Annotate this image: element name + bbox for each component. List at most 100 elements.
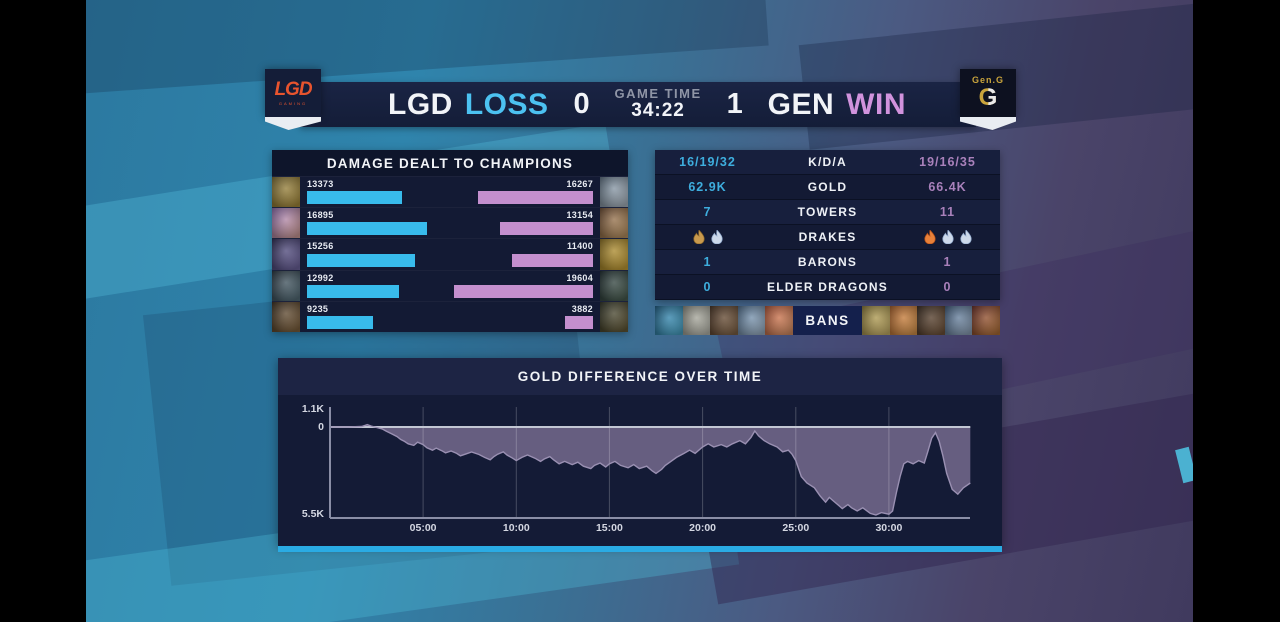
stat-row: 7 TOWERS 11	[655, 200, 1000, 225]
banned-champion-portrait	[944, 306, 973, 335]
damage-row: 13373 16267	[272, 176, 628, 208]
right-team: GEN WIN	[768, 88, 906, 122]
banned-champion-portrait	[972, 306, 1000, 335]
champion-portrait	[600, 177, 628, 208]
damage-panel: DAMAGE DEALT TO CHAMPIONS 13373 16267 1689…	[272, 150, 628, 333]
damage-bar	[307, 191, 402, 205]
stat-right-value: 66.4K	[928, 180, 967, 194]
damage-bar	[512, 253, 593, 267]
stat-right-value: 0	[943, 280, 952, 294]
champion-portrait	[600, 208, 628, 239]
stat-row: 16/19/32 K/D/A 19/16/35	[655, 150, 1000, 175]
damage-row: 9235 3882	[272, 300, 628, 333]
damage-panel-title: DAMAGE DEALT TO CHAMPIONS	[272, 150, 628, 176]
stat-left-value	[655, 230, 760, 244]
damage-value: 19604	[566, 272, 593, 283]
stat-row: 1 BARONS 1	[655, 250, 1000, 275]
stat-label: BARONS	[797, 255, 858, 269]
damage-value: 13154	[566, 210, 593, 221]
champion-portrait	[272, 270, 300, 302]
mountain-drake-icon	[692, 230, 705, 244]
damage-bar	[453, 284, 593, 298]
banned-champion-portrait	[682, 306, 711, 335]
banned-champion-portrait	[917, 306, 945, 335]
progress-bar	[278, 546, 1002, 552]
damage-value: 3882	[571, 303, 593, 314]
champion-portrait	[600, 270, 628, 302]
geng-logo-text: Gen.G	[971, 75, 1004, 85]
damage-value: 16267	[566, 179, 593, 189]
gold-chart: 05:00 10:00 15:00 20:00 25:00 30:00 1.1K 0 5.5K	[278, 395, 1002, 546]
gold-difference-panel: GOLD DIFFERENCE OVER TIME 05:00 10:00 15:0…	[278, 358, 1002, 546]
damage-value: 13373	[307, 179, 334, 189]
damage-row: 15256 11400	[272, 238, 628, 270]
damage-value: 16895	[307, 210, 334, 221]
damage-bar	[307, 316, 373, 330]
stat-label: TOWERS	[797, 205, 858, 219]
gold-chart-svg: 05:00 10:00 15:00 20:00 25:00 30:00 1.1K 0 5.5K	[302, 403, 971, 534]
svg-text:20:00: 20:00	[689, 522, 716, 534]
banned-champion-portrait	[765, 306, 793, 335]
game-time: GAME TIME 34:22	[615, 86, 702, 122]
svg-text:05:00: 05:00	[410, 522, 437, 534]
champion-portrait	[272, 301, 300, 333]
banned-champion-portrait	[737, 306, 766, 335]
damage-bar	[307, 253, 416, 267]
cloud-drake-icon	[941, 230, 954, 244]
left-team-score: 0	[573, 88, 590, 120]
damage-bar	[499, 222, 593, 236]
stat-row: DRAKES	[655, 225, 1000, 250]
cloud-drake-icon	[959, 230, 972, 244]
bans-right-group	[861, 306, 1000, 335]
game-time-value: 34:22	[631, 100, 685, 122]
svg-text:25:00: 25:00	[782, 522, 809, 534]
damage-value: 11400	[566, 241, 593, 252]
damage-rows: 13373 16267 16895 13154 15256 11400 12992 19604…	[272, 176, 628, 333]
champion-portrait	[272, 177, 300, 208]
banned-champion-portrait	[655, 306, 683, 335]
gold-diff-area	[330, 424, 971, 515]
stat-left-value: 0	[703, 280, 712, 294]
gold-diff-line	[330, 423, 971, 516]
lgd-team-logo: LGD GAMING	[265, 69, 321, 117]
stat-left-value: 1	[703, 255, 712, 269]
left-team-name: LGD	[388, 87, 453, 121]
stat-right-value: 19/16/35	[919, 155, 976, 169]
damage-row: 12992 19604	[272, 269, 628, 302]
champion-portrait	[600, 239, 628, 270]
stat-label: GOLD	[807, 180, 848, 194]
banned-champion-portrait	[889, 306, 918, 335]
damage-bar	[307, 222, 427, 236]
damage-value: 12992	[307, 272, 334, 283]
right-team-result: WIN	[846, 87, 906, 121]
champion-portrait	[272, 239, 300, 270]
cloud-drake-icon	[710, 230, 723, 244]
banned-champion-portrait	[710, 306, 738, 335]
damage-value: 15256	[307, 241, 334, 252]
gold-chart-title: GOLD DIFFERENCE OVER TIME	[278, 358, 1002, 395]
stat-label: K/D/A	[808, 155, 847, 169]
left-team: LGD LOSS	[388, 88, 549, 122]
bans-row: BANS	[655, 306, 1000, 335]
stat-left-value: 16/19/32	[679, 155, 736, 169]
stat-label: ELDER DRAGONS	[767, 280, 888, 294]
lgd-logo-subtext: GAMING	[278, 101, 308, 106]
left-team-result: LOSS	[464, 87, 549, 121]
lgd-logo-text: LGD	[274, 79, 312, 100]
svg-text:10:00: 10:00	[503, 522, 530, 534]
stat-row: 62.9K GOLD 66.4K	[655, 175, 1000, 200]
svg-text:0: 0	[318, 421, 324, 433]
damage-value: 9235	[307, 303, 329, 314]
scoreboard-header: LGD LOSS 0 GAME TIME 34:22 1 GEN WIN	[300, 82, 976, 127]
svg-text:15:00: 15:00	[596, 522, 623, 534]
stats-table: 16/19/32 K/D/A 19/16/35 62.9K GOLD 66.4K 7 TOWE…	[655, 150, 1000, 300]
stat-left-value: 7	[703, 205, 712, 219]
stat-row: 0 ELDER DRAGONS 0	[655, 275, 1000, 300]
infernal-drake-icon	[923, 230, 936, 244]
damage-bar	[307, 284, 400, 298]
right-team-score: 1	[726, 88, 743, 120]
stat-left-value: 62.9K	[688, 180, 727, 194]
right-team-name: GEN	[767, 87, 835, 121]
